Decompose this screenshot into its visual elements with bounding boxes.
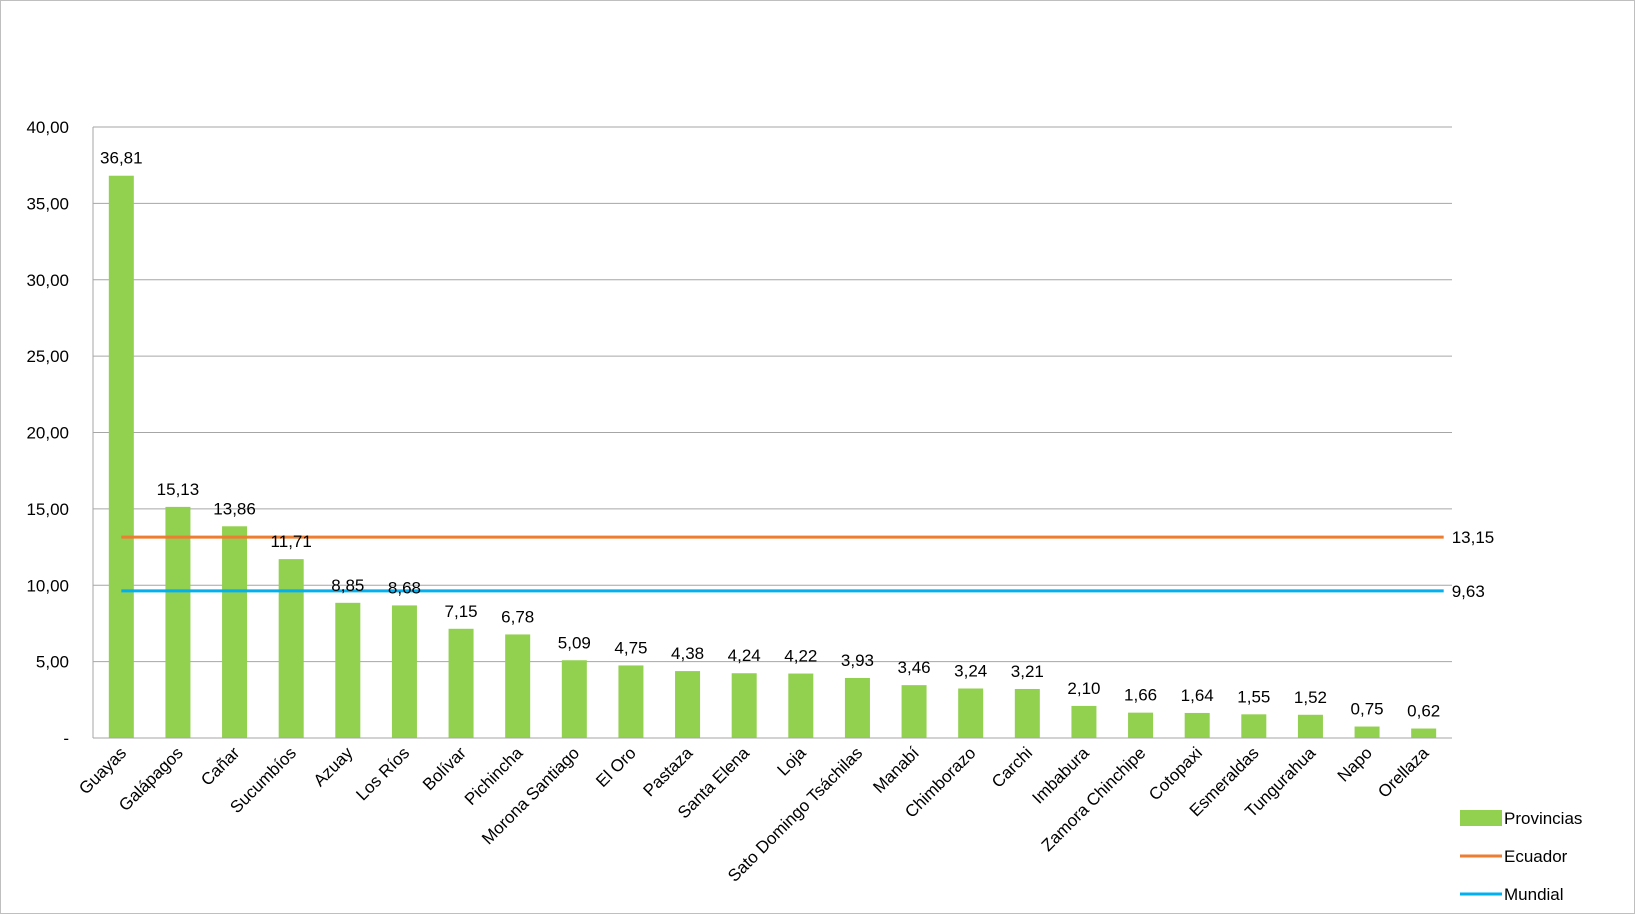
data-label: 8,85	[331, 576, 364, 595]
y-tick-label: 25,00	[26, 347, 69, 366]
bar	[731, 673, 757, 738]
y-tick-label: 15,00	[26, 500, 69, 519]
data-label: 36,81	[100, 149, 143, 168]
data-label: 1,64	[1181, 686, 1214, 705]
bar	[1241, 714, 1267, 738]
legend-label: Provincias	[1504, 809, 1582, 828]
y-tick-label: 5,00	[36, 653, 69, 672]
bar	[1354, 726, 1380, 738]
reference-lines	[121, 535, 1444, 593]
bar	[108, 175, 134, 739]
y-tick-label: -	[63, 729, 69, 748]
x-tick-label: Carchi	[988, 743, 1036, 791]
x-tick-label: Pastaza	[640, 743, 697, 800]
data-label: 3,24	[954, 662, 987, 681]
bar	[1297, 714, 1323, 738]
reference-line-label: 13,15	[1452, 528, 1495, 547]
x-tick-label: Loja	[773, 743, 810, 780]
bar	[618, 665, 644, 738]
data-label: 0,75	[1351, 700, 1384, 719]
y-tick-label: 40,00	[26, 118, 69, 137]
data-label: 6,78	[501, 607, 534, 626]
bar	[675, 671, 701, 738]
x-tick-label: Manabí	[869, 743, 923, 797]
bar	[165, 506, 191, 738]
data-label: 4,24	[728, 646, 761, 665]
bar	[391, 605, 417, 738]
bar	[844, 677, 870, 738]
data-label: 4,22	[784, 647, 817, 666]
bar	[561, 660, 587, 738]
data-label: 1,55	[1237, 687, 1270, 706]
y-tick-label: 10,00	[26, 576, 69, 595]
data-label: 1,66	[1124, 686, 1157, 705]
bar	[335, 602, 361, 738]
y-tick-label: 30,00	[26, 271, 69, 290]
data-label: 0,62	[1407, 702, 1440, 721]
legend-swatch	[1460, 810, 1502, 826]
legend-label: Ecuador	[1504, 847, 1568, 866]
bar	[1014, 688, 1040, 738]
data-label: 4,75	[614, 638, 647, 657]
data-label: 3,21	[1011, 662, 1044, 681]
x-tick-label: Azuay	[310, 743, 357, 790]
x-tick-label: Cañar	[197, 743, 243, 789]
x-tick-label: Napo	[1334, 743, 1376, 785]
data-labels: 36,81 15,13 13,86 11,71 8,85 8,68 7,15 6,78 5,09…	[100, 149, 1494, 721]
bar	[1128, 712, 1154, 738]
data-label: 4,38	[671, 644, 704, 663]
bar	[448, 628, 474, 738]
bar	[1071, 705, 1097, 738]
bar	[1184, 712, 1210, 738]
reference-line-label: 9,63	[1452, 582, 1485, 601]
bar	[788, 673, 814, 738]
y-tick-label: 20,00	[26, 424, 69, 443]
data-label: 15,13	[157, 480, 200, 499]
y-axis: - 5,00 10,00 15,00 20,00 25,00 30,00 35,00 40,00	[26, 118, 94, 748]
bar	[278, 559, 304, 738]
x-tick-label: Zamora Chinchipe	[1038, 743, 1150, 855]
x-tick-label: El Oro	[592, 743, 640, 791]
bar	[1411, 728, 1437, 738]
data-label: 13,86	[213, 499, 256, 518]
legend-label: Mundial	[1504, 885, 1564, 904]
bar	[505, 634, 531, 738]
bar	[901, 685, 927, 738]
data-label: 5,09	[558, 633, 591, 652]
data-label: 8,68	[388, 578, 421, 597]
bar	[222, 526, 248, 738]
data-label: 3,93	[841, 651, 874, 670]
x-tick-label: Morona Santiago	[478, 743, 583, 848]
data-label: 11,71	[271, 532, 312, 551]
x-tick-label: Los Ríos	[352, 743, 413, 804]
legend: Provincias Ecuador Mundial	[1460, 809, 1582, 904]
data-label: 2,10	[1067, 679, 1100, 698]
bar	[958, 688, 984, 738]
data-label: 3,46	[898, 658, 931, 677]
bars	[108, 175, 1437, 739]
data-label: 7,15	[445, 602, 478, 621]
x-tick-label: Bolívar	[419, 743, 470, 794]
x-tick-label: Guayas	[75, 743, 130, 798]
x-tick-label: Orellaza	[1374, 743, 1433, 802]
data-label: 1,52	[1294, 688, 1327, 707]
y-tick-label: 35,00	[26, 194, 69, 213]
